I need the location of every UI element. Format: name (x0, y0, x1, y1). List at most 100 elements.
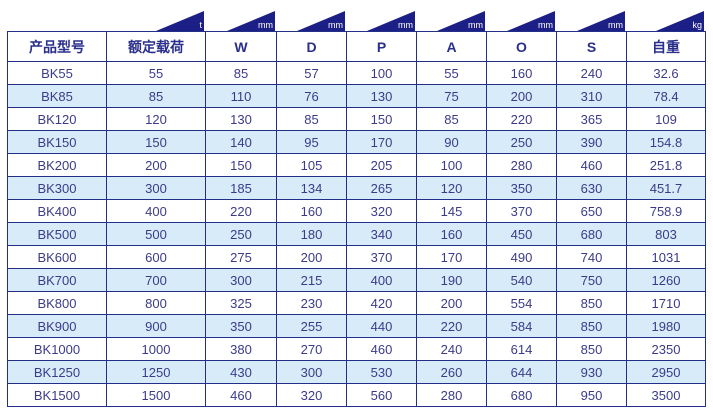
unit-tab: mm (205, 11, 276, 31)
table-cell: 325 (205, 291, 277, 315)
table-cell: 300 (106, 176, 206, 200)
table-cell: 370 (346, 245, 417, 269)
unit-label: mm (468, 20, 483, 30)
column-header: D (276, 31, 347, 62)
table-cell: 400 (106, 199, 206, 223)
table-cell: 260 (416, 360, 487, 384)
unit-label: mm (398, 20, 413, 30)
table-row: BK85 85 110 76 130 75 200 310 78.4 (7, 84, 706, 108)
table-cell: 800 (106, 291, 206, 315)
table-cell: 850 (556, 314, 627, 338)
table-cell: 3500 (626, 383, 706, 407)
table-cell: 644 (486, 360, 557, 384)
table-cell: 390 (556, 130, 627, 154)
table-cell: BK700 (7, 268, 107, 292)
table-cell: 350 (205, 314, 277, 338)
table-cell: 650 (556, 199, 627, 223)
table-cell: 2350 (626, 337, 706, 361)
table-cell: 530 (346, 360, 417, 384)
table-cell: 180 (276, 222, 347, 246)
table-cell: 850 (556, 291, 627, 315)
table-cell: 680 (486, 383, 557, 407)
table-cell: 250 (486, 130, 557, 154)
table-cell: 109 (626, 107, 706, 131)
table-cell: 120 (416, 176, 487, 200)
table-cell: 95 (276, 130, 347, 154)
table-cell: 160 (276, 199, 347, 223)
table-cell: 220 (416, 314, 487, 338)
table-row: BK500 500 250 180 340 160 450 680 803 (7, 222, 706, 246)
table-cell: 750 (556, 268, 627, 292)
table-cell: 350 (486, 176, 557, 200)
table-cell: 215 (276, 268, 347, 292)
table-cell: 200 (106, 153, 206, 177)
table-cell: 154.8 (626, 130, 706, 154)
table-cell: BK55 (7, 61, 107, 85)
table-cell: 145 (416, 199, 487, 223)
table-cell: 150 (346, 107, 417, 131)
table-row: BK1000 1000 380 270 460 240 614 850 2350 (7, 337, 706, 361)
table-cell: BK150 (7, 130, 107, 154)
table-cell: 420 (346, 291, 417, 315)
table-cell: 220 (205, 199, 277, 223)
table-cell: BK1250 (7, 360, 107, 384)
table-cell: 78.4 (626, 84, 706, 108)
table-cell: 700 (106, 268, 206, 292)
table-cell: 300 (205, 268, 277, 292)
unit-tab: kg (626, 11, 705, 31)
column-header: P (346, 31, 417, 62)
table-cell: 460 (556, 153, 627, 177)
table-cell: 400 (346, 268, 417, 292)
table-cell: 451.7 (626, 176, 706, 200)
table-cell: 185 (205, 176, 277, 200)
table-cell: 365 (556, 107, 627, 131)
unit-label: mm (608, 20, 623, 30)
unit-labels: t mm mm mm mm mm mm kg (7, 11, 705, 31)
table-cell: 230 (276, 291, 347, 315)
table-cell: BK85 (7, 84, 107, 108)
table-cell: 490 (486, 245, 557, 269)
unit-label: mm (538, 20, 553, 30)
table-cell: 1250 (106, 360, 206, 384)
table-cell: 150 (106, 130, 206, 154)
table-cell: 251.8 (626, 153, 706, 177)
table-row: BK150 150 140 95 170 90 250 390 154.8 (7, 130, 706, 154)
table-cell: 120 (106, 107, 206, 131)
table-cell: 450 (486, 222, 557, 246)
table-row: BK900 900 350 255 440 220 584 850 1980 (7, 314, 706, 338)
table-cell: 370 (486, 199, 557, 223)
table-cell: 250 (205, 222, 277, 246)
header-row: 产品型号 额定载荷 W D P A O S 自重 (7, 31, 706, 62)
table-cell: 1260 (626, 268, 706, 292)
column-header: 产品型号 (7, 31, 107, 62)
table-cell: 900 (106, 314, 206, 338)
unit-tab (7, 11, 106, 31)
table-cell: 200 (276, 245, 347, 269)
table-cell: BK120 (7, 107, 107, 131)
table-cell: 1031 (626, 245, 706, 269)
table-cell: 1980 (626, 314, 706, 338)
table-row: BK800 800 325 230 420 200 554 850 1710 (7, 291, 706, 315)
table-cell: 803 (626, 222, 706, 246)
table-cell: 380 (205, 337, 277, 361)
table-cell: 200 (416, 291, 487, 315)
unit-tab: mm (486, 11, 556, 31)
table-cell: 340 (346, 222, 417, 246)
table-cell: 850 (556, 337, 627, 361)
table-cell: 680 (556, 222, 627, 246)
table-row: BK200 200 150 105 205 100 280 460 251.8 (7, 153, 706, 177)
column-header: W (205, 31, 277, 62)
table-cell: 105 (276, 153, 347, 177)
table-cell: 280 (486, 153, 557, 177)
table-cell: 2950 (626, 360, 706, 384)
table-cell: 85 (205, 61, 277, 85)
table-cell: 320 (346, 199, 417, 223)
unit-tab: mm (416, 11, 486, 31)
table-cell: 85 (106, 84, 206, 108)
table-cell: 440 (346, 314, 417, 338)
table-cell: 554 (486, 291, 557, 315)
table-cell: 930 (556, 360, 627, 384)
unit-tab: t (106, 11, 205, 31)
table-cell: 255 (276, 314, 347, 338)
table-row: BK700 700 300 215 400 190 540 750 1260 (7, 268, 706, 292)
